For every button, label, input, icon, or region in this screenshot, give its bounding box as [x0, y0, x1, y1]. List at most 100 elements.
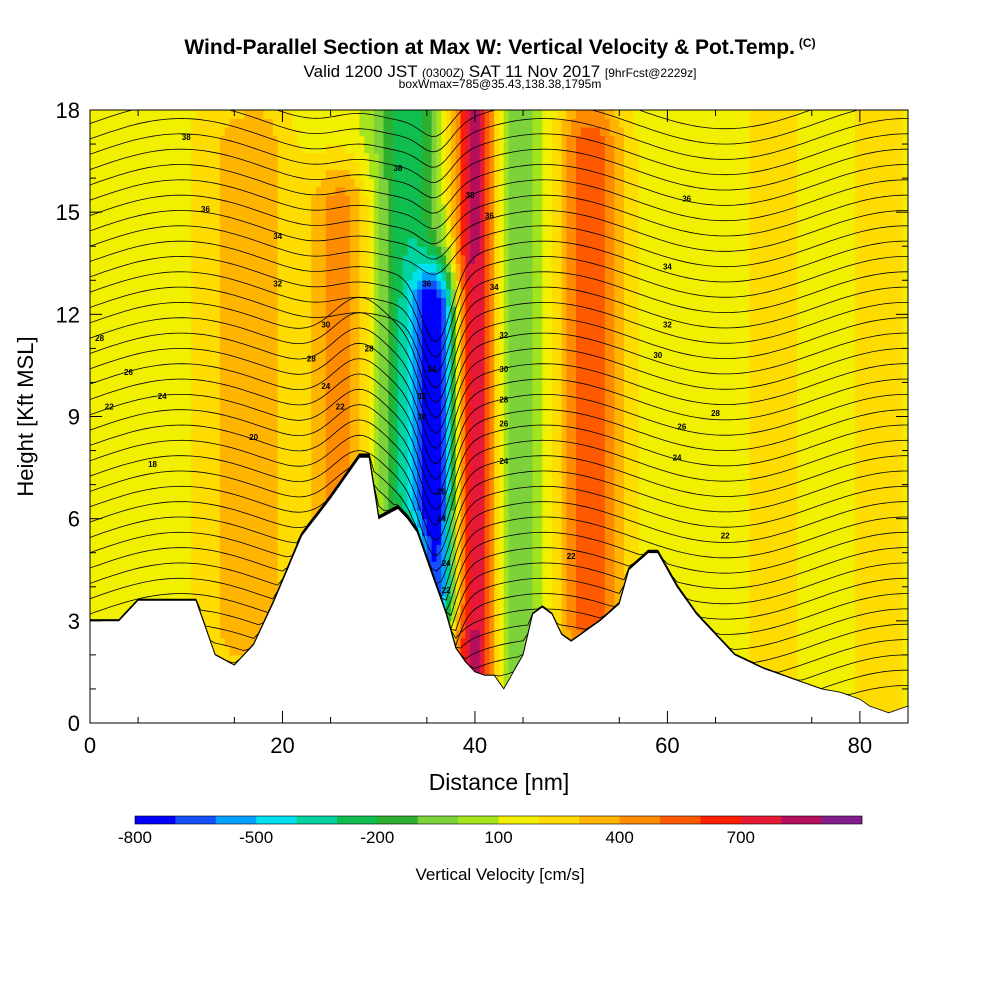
velocity-cell: [316, 263, 322, 273]
velocity-cell: [320, 305, 327, 315]
velocity-cell: [142, 578, 149, 588]
velocity-cell: [243, 399, 250, 409]
velocity-cell: [94, 135, 101, 145]
velocity-cell: [292, 229, 298, 239]
velocity-cell: [176, 152, 183, 162]
velocity-cell: [320, 467, 327, 477]
velocity-cell: [253, 331, 260, 341]
velocity-cell: [282, 510, 288, 520]
velocity-cell: [195, 331, 202, 341]
velocity-cell: [248, 501, 255, 511]
velocity-cell: [181, 493, 187, 503]
velocity-cell: [292, 152, 298, 162]
velocity-cell: [200, 288, 207, 298]
velocity-cell: [128, 442, 134, 452]
velocity-cell: [335, 331, 341, 341]
velocity-cell: [186, 442, 192, 452]
velocity-cell: [388, 425, 394, 435]
velocity-cell: [195, 348, 202, 358]
velocity-cell: [354, 263, 361, 273]
velocity-cell: [157, 433, 163, 443]
velocity-cell: [272, 390, 279, 401]
velocity-cell: [195, 510, 202, 520]
velocity-cell: [248, 561, 255, 571]
velocity-cell: [388, 220, 394, 230]
velocity-cell: [234, 637, 240, 647]
velocity-cell: [239, 646, 245, 656]
velocity-cell: [243, 110, 250, 120]
velocity-cell: [210, 356, 216, 367]
velocity-cell: [118, 161, 125, 171]
chart-title-text: Wind-Parallel Section at Max W: Vertical…: [184, 36, 795, 59]
velocity-cell: [383, 254, 389, 264]
velocity-cell: [277, 476, 284, 486]
velocity-cell: [219, 407, 226, 418]
velocity-cell: [320, 195, 327, 205]
velocity-cell: [224, 654, 231, 665]
velocity-cell: [359, 390, 365, 401]
velocity-cell: [253, 127, 260, 137]
velocity-cell: [268, 365, 274, 375]
velocity-cell: [186, 476, 192, 486]
velocity-cell: [364, 135, 370, 145]
velocity-cell: [354, 314, 361, 324]
velocity-cell: [378, 110, 385, 120]
velocity-cell: [118, 484, 125, 494]
velocity-cell: [229, 161, 235, 171]
velocity-cell: [99, 510, 106, 520]
velocity-cell: [369, 169, 375, 179]
velocity-cell: [229, 637, 235, 647]
velocity-cell: [152, 561, 158, 571]
velocity-cell: [133, 527, 139, 537]
velocity-cell: [176, 220, 183, 230]
velocity-cell: [320, 407, 327, 418]
velocity-cell: [118, 135, 125, 145]
velocity-cell: [301, 493, 308, 503]
velocity-cell: [263, 305, 269, 315]
velocity-cell: [142, 220, 149, 230]
velocity-cell: [109, 382, 115, 392]
velocity-cell: [397, 373, 404, 384]
velocity-cell: [335, 433, 341, 443]
velocity-cell: [181, 152, 187, 162]
velocity-cell: [248, 254, 255, 264]
velocity-cell: [90, 390, 96, 401]
velocity-cell: [359, 425, 365, 435]
velocity-cell: [147, 212, 154, 222]
velocity-cell: [195, 561, 202, 571]
velocity-cell: [272, 501, 279, 511]
velocity-cell: [311, 450, 317, 460]
velocity-cell: [195, 152, 202, 162]
velocity-cell: [287, 220, 293, 230]
velocity-cell: [316, 152, 322, 162]
velocity-cell: [407, 425, 413, 435]
velocity-cell: [258, 186, 264, 196]
velocity-cell: [118, 586, 125, 596]
velocity-cell: [138, 288, 144, 298]
velocity-cell: [123, 152, 130, 162]
velocity-cell: [301, 339, 308, 349]
velocity-cell: [90, 476, 96, 486]
velocity-cell: [268, 442, 274, 452]
velocity-cell: [162, 373, 168, 384]
velocity-cell: [239, 263, 245, 273]
velocity-cell: [359, 135, 365, 145]
velocity-cell: [388, 297, 394, 307]
velocity-cell: [354, 220, 361, 230]
velocity-cell: [373, 467, 380, 477]
velocity-cell: [186, 535, 192, 545]
velocity-cell: [306, 416, 312, 426]
velocity-cell: [388, 254, 394, 264]
velocity-cell: [104, 586, 110, 596]
velocity-cell: [90, 280, 96, 290]
velocity-cell: [229, 314, 235, 324]
velocity-cell: [393, 373, 399, 384]
velocity-cell: [186, 305, 192, 315]
velocity-cell: [407, 178, 413, 188]
velocity-cell: [407, 433, 413, 443]
velocity-cell: [306, 425, 312, 435]
velocity-cell: [166, 118, 173, 128]
velocity-cell: [393, 476, 399, 486]
velocity-cell: [234, 331, 240, 341]
velocity-cell: [335, 416, 341, 426]
